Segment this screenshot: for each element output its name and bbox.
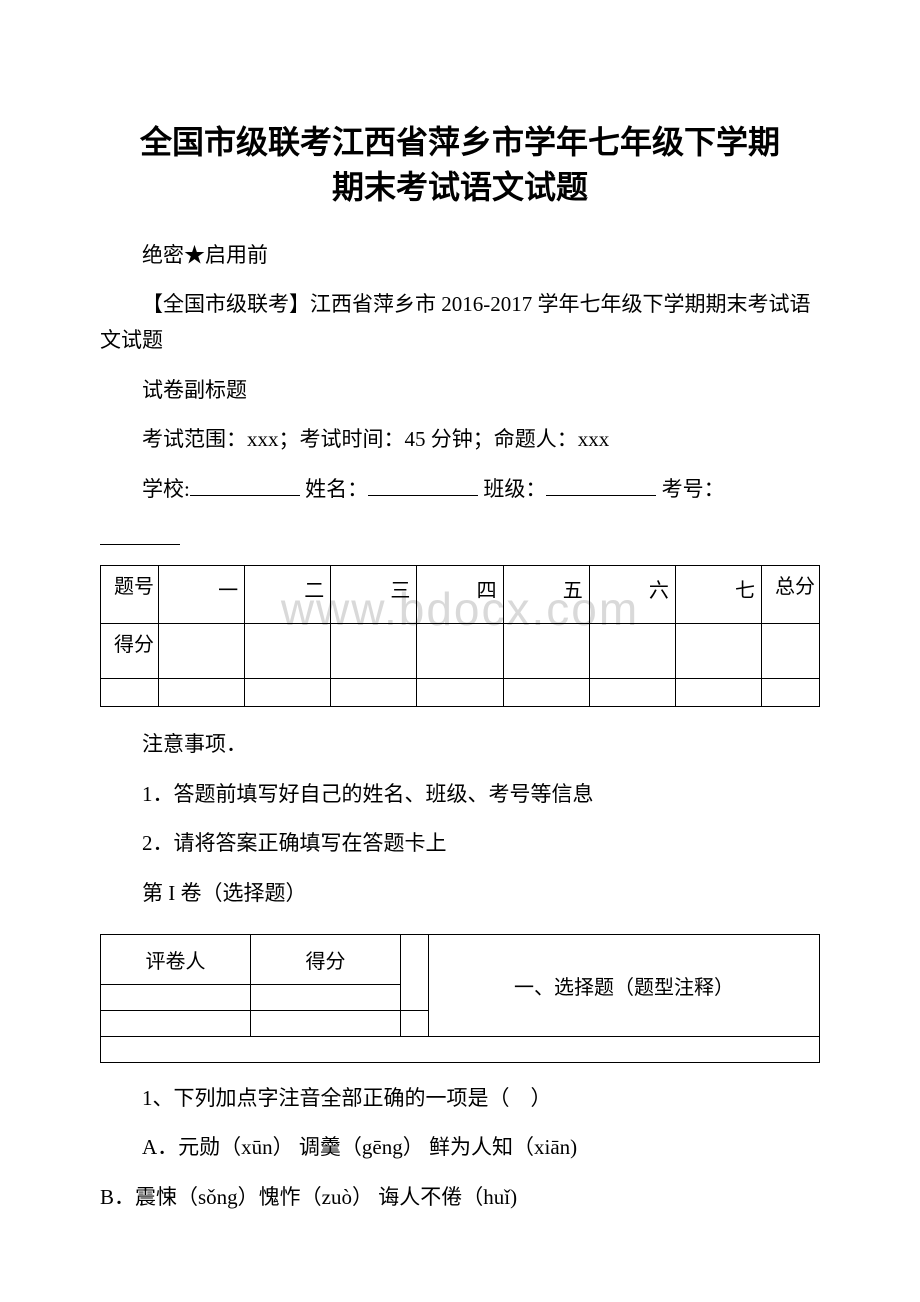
school-label: 学校: — [142, 477, 190, 501]
score-cell[interactable] — [331, 623, 417, 678]
table-row: 得分 — [101, 623, 820, 678]
id-label: 考号： — [662, 477, 725, 501]
name-blank[interactable] — [368, 473, 478, 496]
table-row — [101, 678, 820, 706]
col-4: 四 — [417, 565, 503, 623]
id-blank[interactable] — [100, 522, 180, 545]
col-1: 一 — [159, 565, 245, 623]
empty-cell — [251, 1010, 401, 1036]
notice-item-1: 1．答题前填写好自己的姓名、班级、考号等信息 — [100, 777, 820, 813]
student-info-line: 学校: 姓名： 班级： 考号： — [100, 472, 820, 508]
table-row: 评卷人 得分 一、选择题（题型注释） — [101, 934, 820, 984]
empty-cell — [675, 678, 761, 706]
notice-heading: 注意事项． — [100, 727, 820, 763]
name-label: 姓名： — [305, 477, 368, 501]
score-cell[interactable] — [589, 623, 675, 678]
class-blank[interactable] — [546, 473, 656, 496]
option-a: A．元勋（xūn） 调羹（gēng） 鲜为人知（xiān) — [100, 1130, 820, 1166]
page-content: 全国市级联考江西省萍乡市学年七年级下学期 期末考试语文试题 绝密★启用前 【全国… — [100, 120, 820, 1216]
title-line-1: 全国市级联考江西省萍乡市学年七年级下学期 — [140, 124, 780, 160]
score-cell[interactable] — [417, 623, 503, 678]
grader-cell[interactable] — [101, 984, 251, 1010]
row-label-score: 得分 — [101, 623, 159, 678]
notice-item-2: 2．请将答案正确填写在答题卡上 — [100, 826, 820, 862]
title-line-2: 期末考试语文试题 — [332, 169, 588, 205]
empty-cell — [417, 678, 503, 706]
col-total: 总分 — [762, 565, 820, 623]
score-cell[interactable] — [159, 623, 245, 678]
subtitle-label: 试卷副标题 — [100, 373, 820, 409]
empty-full-cell — [101, 1036, 820, 1062]
row-label-number: 题号 — [101, 565, 159, 623]
score-label: 得分 — [251, 934, 401, 984]
grader-label: 评卷人 — [101, 934, 251, 984]
col-7: 七 — [675, 565, 761, 623]
section-header-table: 评卷人 得分 一、选择题（题型注释） — [100, 934, 820, 1063]
col-2: 二 — [245, 565, 331, 623]
empty-cell — [762, 678, 820, 706]
col-3: 三 — [331, 565, 417, 623]
table-row — [101, 1036, 820, 1062]
score-cell[interactable] — [675, 623, 761, 678]
section-heading: 一、选择题（题型注释） — [429, 934, 820, 1036]
part-1-heading: 第 I 卷（选择题） — [100, 876, 820, 912]
empty-cell — [101, 678, 159, 706]
col-6: 六 — [589, 565, 675, 623]
empty-cell — [245, 678, 331, 706]
empty-cell — [159, 678, 245, 706]
secrecy-line: 绝密★启用前 — [100, 238, 820, 274]
score-cell[interactable] — [245, 623, 331, 678]
empty-cell — [401, 1010, 429, 1036]
blank-gap — [401, 934, 429, 1010]
col-5: 五 — [503, 565, 589, 623]
class-label: 班级： — [483, 477, 546, 501]
score-table: 题号 一 二 三 四 五 六 七 总分 得分 — [100, 565, 820, 707]
intro-paragraph: 【全国市级联考】江西省萍乡市 2016-2017 学年七年级下学期期末考试语文试… — [100, 287, 820, 358]
score-cell[interactable] — [251, 984, 401, 1010]
score-cell[interactable] — [762, 623, 820, 678]
table-row: 题号 一 二 三 四 五 六 七 总分 — [101, 565, 820, 623]
empty-cell — [589, 678, 675, 706]
empty-cell — [503, 678, 589, 706]
exam-scope: 考试范围：xxx；考试时间：45 分钟；命题人：xxx — [100, 422, 820, 458]
document-title: 全国市级联考江西省萍乡市学年七年级下学期 期末考试语文试题 — [100, 120, 820, 210]
score-cell[interactable] — [503, 623, 589, 678]
school-blank[interactable] — [190, 473, 300, 496]
option-b: B．震悚（sǒng）愧怍（zuò） 诲人不倦（huǐ) — [100, 1180, 820, 1216]
question-1: 1、下列加点字注音全部正确的一项是（ ） — [100, 1081, 820, 1117]
empty-cell — [101, 1010, 251, 1036]
empty-cell — [331, 678, 417, 706]
